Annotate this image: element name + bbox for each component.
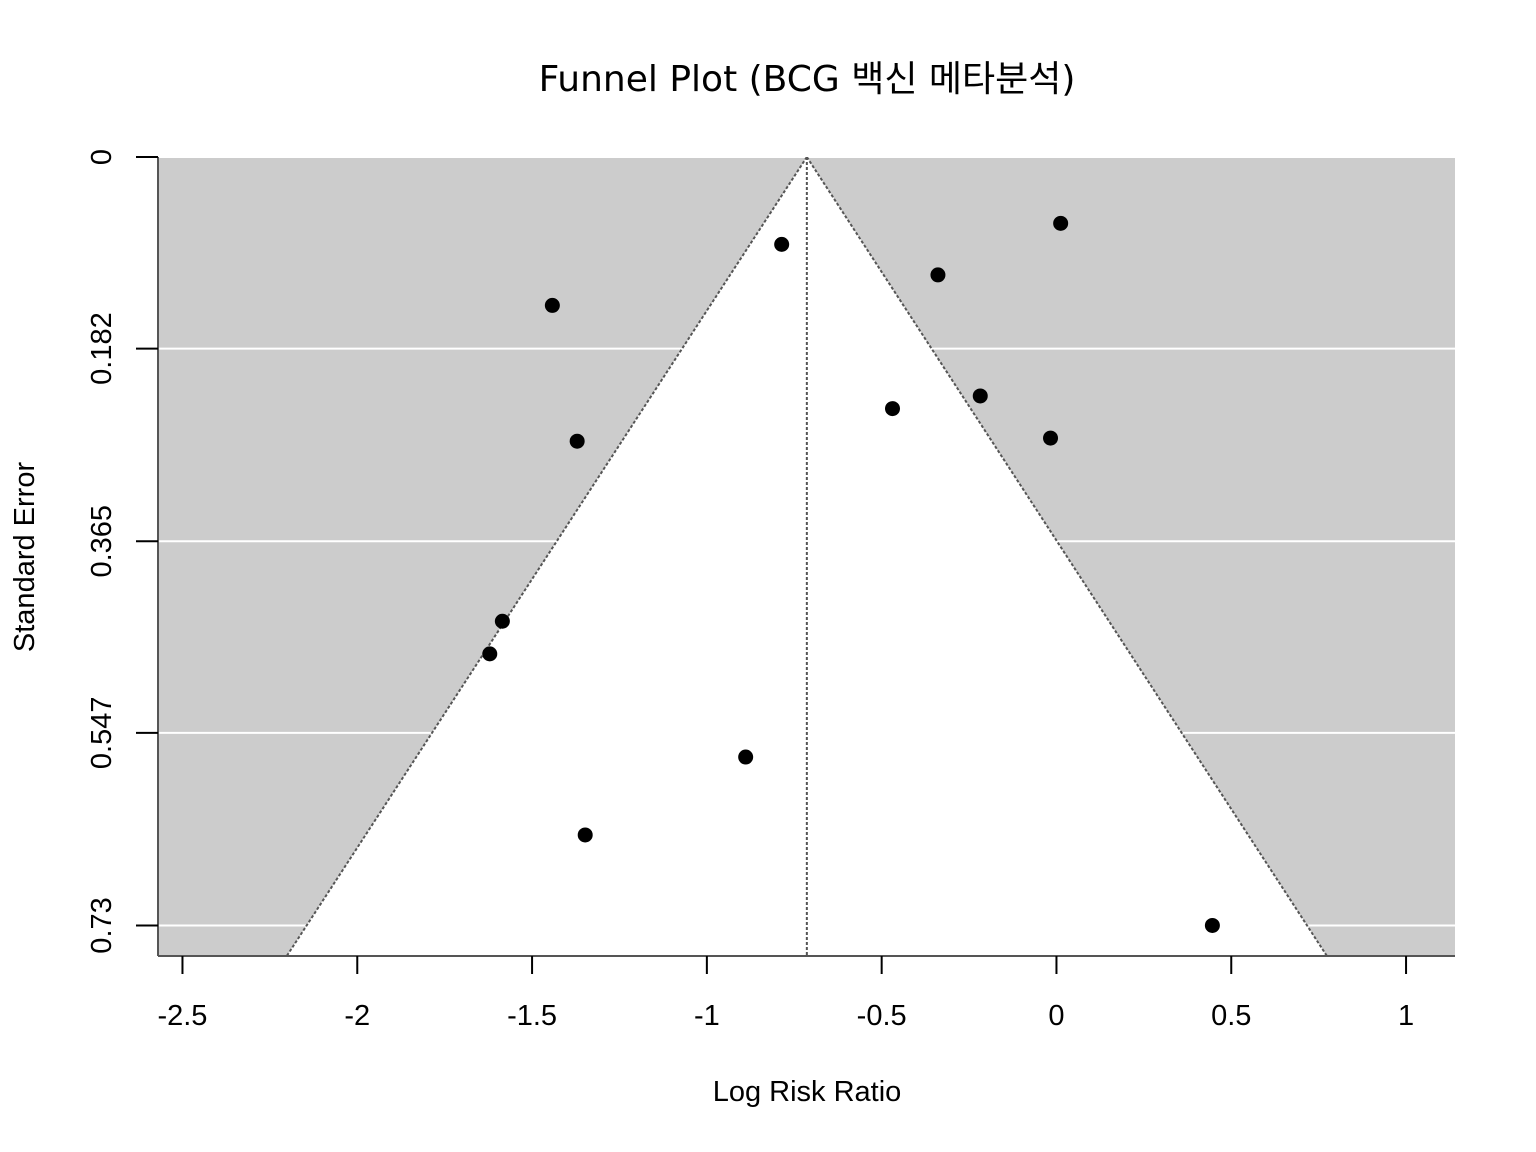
study-point <box>1053 215 1069 231</box>
x-tick-label: -1 <box>694 1000 720 1032</box>
study-point <box>482 646 498 662</box>
study-point <box>972 388 988 404</box>
study-point <box>1204 917 1220 933</box>
x-tick-label: 1 <box>1398 1000 1414 1032</box>
x-tick-label: 0.5 <box>1211 1000 1251 1032</box>
y-tick-label: 0.365 <box>86 505 118 578</box>
x-tick-label: -2 <box>344 1000 370 1032</box>
y-axis-label: Standard Error <box>9 462 41 653</box>
study-point <box>494 613 510 629</box>
y-tick-label: 0.547 <box>86 697 118 770</box>
y-tick-label: 0.182 <box>86 312 118 385</box>
study-point <box>738 749 754 765</box>
x-axis-label: Log Risk Ratio <box>713 1076 902 1108</box>
study-point <box>569 433 585 449</box>
study-point <box>930 267 946 283</box>
y-tick-label: 0.73 <box>86 897 118 953</box>
x-tick-label: -0.5 <box>857 1000 907 1032</box>
study-point <box>1043 430 1059 446</box>
study-point <box>885 401 901 417</box>
study-point <box>774 236 790 252</box>
study-point <box>544 297 560 313</box>
plot-area <box>158 156 1455 956</box>
axes: -2.5 -2 -1.5 -1 -0.5 0 0.5 1 0 0.182 0.365 0.547 0.7… <box>86 149 1455 1032</box>
funnel-right-boundary <box>806 157 1328 956</box>
study-point <box>577 827 593 843</box>
x-tick-label: -1.5 <box>507 1000 557 1032</box>
funnel-region <box>286 157 1327 956</box>
x-tick-label: -2.5 <box>157 1000 207 1032</box>
y-tick-label: 0 <box>86 149 118 165</box>
x-tick-label: 0 <box>1048 1000 1064 1032</box>
funnel-left-boundary <box>285 157 808 956</box>
chart-title: Funnel Plot (BCG 백신 메타분석) <box>539 59 1076 100</box>
